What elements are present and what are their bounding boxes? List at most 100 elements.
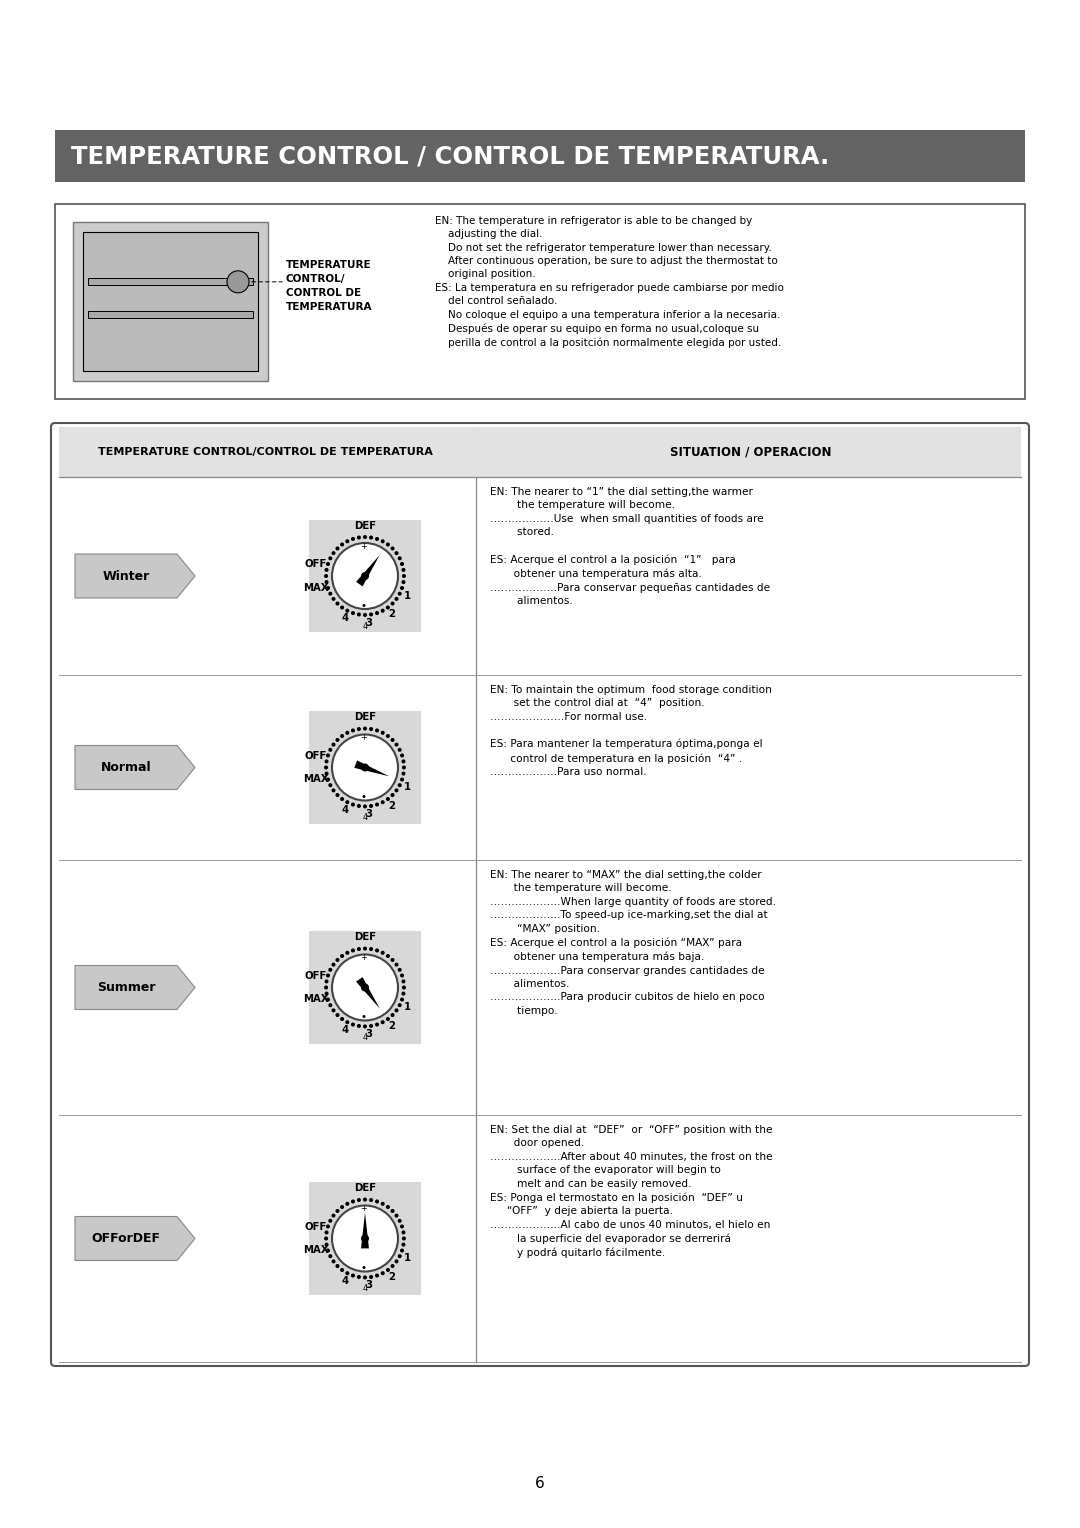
Circle shape (329, 749, 332, 752)
Text: 2: 2 (389, 1271, 395, 1282)
Circle shape (346, 1021, 349, 1024)
Circle shape (387, 1206, 389, 1209)
Circle shape (325, 568, 328, 571)
Circle shape (341, 607, 343, 608)
Circle shape (357, 805, 361, 807)
Circle shape (401, 778, 403, 781)
Text: •: • (361, 1012, 366, 1022)
Circle shape (387, 542, 389, 545)
Circle shape (369, 613, 373, 616)
Text: •: • (361, 601, 366, 611)
Circle shape (402, 979, 405, 983)
Circle shape (325, 772, 328, 775)
Circle shape (364, 947, 366, 950)
Circle shape (399, 969, 401, 972)
Text: MAX: MAX (303, 1245, 329, 1254)
Text: Normal: Normal (100, 761, 151, 775)
Circle shape (362, 984, 368, 990)
Circle shape (326, 562, 329, 565)
Text: 3: 3 (366, 1280, 373, 1290)
Circle shape (381, 1271, 384, 1274)
Circle shape (357, 1199, 361, 1201)
Bar (73, 222, 268, 380)
Circle shape (362, 764, 368, 770)
Circle shape (346, 1203, 349, 1206)
Circle shape (357, 613, 361, 616)
Circle shape (227, 270, 249, 293)
Circle shape (352, 1274, 354, 1277)
Circle shape (326, 587, 329, 590)
Circle shape (325, 1232, 328, 1233)
Circle shape (352, 949, 354, 952)
Circle shape (346, 801, 349, 804)
Circle shape (333, 597, 335, 601)
Circle shape (336, 1013, 339, 1016)
Text: MAX: MAX (303, 995, 329, 1004)
Text: Summer: Summer (97, 981, 156, 995)
Bar (87, 312, 253, 318)
Bar (309, 1183, 421, 1294)
Text: 3: 3 (366, 810, 373, 819)
Text: 2: 2 (389, 1021, 395, 1031)
Circle shape (376, 1024, 378, 1025)
Circle shape (403, 575, 405, 578)
Circle shape (376, 538, 378, 541)
Text: 4: 4 (341, 1025, 349, 1034)
Circle shape (402, 1232, 405, 1233)
Circle shape (341, 1268, 343, 1271)
Circle shape (401, 1225, 403, 1229)
Circle shape (341, 1018, 343, 1021)
Text: EN: The temperature in refrigerator is able to be changed by
    adjusting the d: EN: The temperature in refrigerator is a… (435, 215, 784, 348)
Circle shape (401, 562, 403, 565)
Circle shape (325, 1244, 328, 1245)
Text: 1: 1 (404, 591, 411, 601)
Text: 4: 4 (363, 813, 367, 822)
Circle shape (376, 1199, 378, 1203)
Circle shape (381, 801, 384, 804)
Circle shape (346, 732, 349, 733)
Circle shape (381, 952, 384, 953)
Text: TEMPERATURE CONTROL/CONTROL DE TEMPERATURA: TEMPERATURE CONTROL/CONTROL DE TEMPERATU… (98, 448, 433, 457)
Text: DEF: DEF (354, 1183, 376, 1193)
Circle shape (325, 581, 328, 584)
Circle shape (376, 949, 378, 952)
Circle shape (399, 593, 401, 594)
Text: TEMPERATURE CONTROL / CONTROL DE TEMPERATURA.: TEMPERATURE CONTROL / CONTROL DE TEMPERA… (71, 144, 829, 168)
Circle shape (332, 735, 399, 801)
Text: SITUATION / OPERACION: SITUATION / OPERACION (670, 446, 832, 458)
Circle shape (364, 1198, 366, 1201)
Text: TEMPERATURE
CONTROL/
CONTROL DE
TEMPERATURA: TEMPERATURE CONTROL/ CONTROL DE TEMPERAT… (286, 260, 373, 312)
Circle shape (329, 558, 332, 559)
Text: +: + (360, 953, 367, 963)
Circle shape (352, 804, 354, 805)
Circle shape (346, 610, 349, 613)
Circle shape (336, 1265, 339, 1267)
Polygon shape (356, 555, 380, 587)
Circle shape (332, 955, 399, 1021)
Circle shape (341, 955, 343, 958)
Circle shape (399, 784, 401, 787)
Circle shape (364, 1025, 366, 1028)
Circle shape (402, 992, 405, 995)
Polygon shape (75, 746, 195, 790)
Circle shape (401, 975, 403, 976)
Circle shape (387, 1018, 389, 1021)
Circle shape (402, 759, 405, 762)
Circle shape (329, 1254, 332, 1258)
Circle shape (326, 998, 329, 1001)
Circle shape (391, 738, 394, 741)
Circle shape (329, 1219, 332, 1222)
Circle shape (403, 1238, 405, 1239)
Text: +: + (360, 1204, 367, 1213)
Circle shape (369, 1199, 373, 1201)
Text: 1: 1 (404, 782, 411, 793)
Circle shape (364, 1276, 366, 1279)
Circle shape (333, 552, 335, 555)
Circle shape (346, 1271, 349, 1274)
Circle shape (326, 975, 329, 976)
Circle shape (395, 1215, 397, 1216)
Circle shape (395, 597, 397, 601)
Circle shape (395, 1261, 397, 1262)
Circle shape (369, 727, 373, 730)
Circle shape (329, 784, 332, 787)
